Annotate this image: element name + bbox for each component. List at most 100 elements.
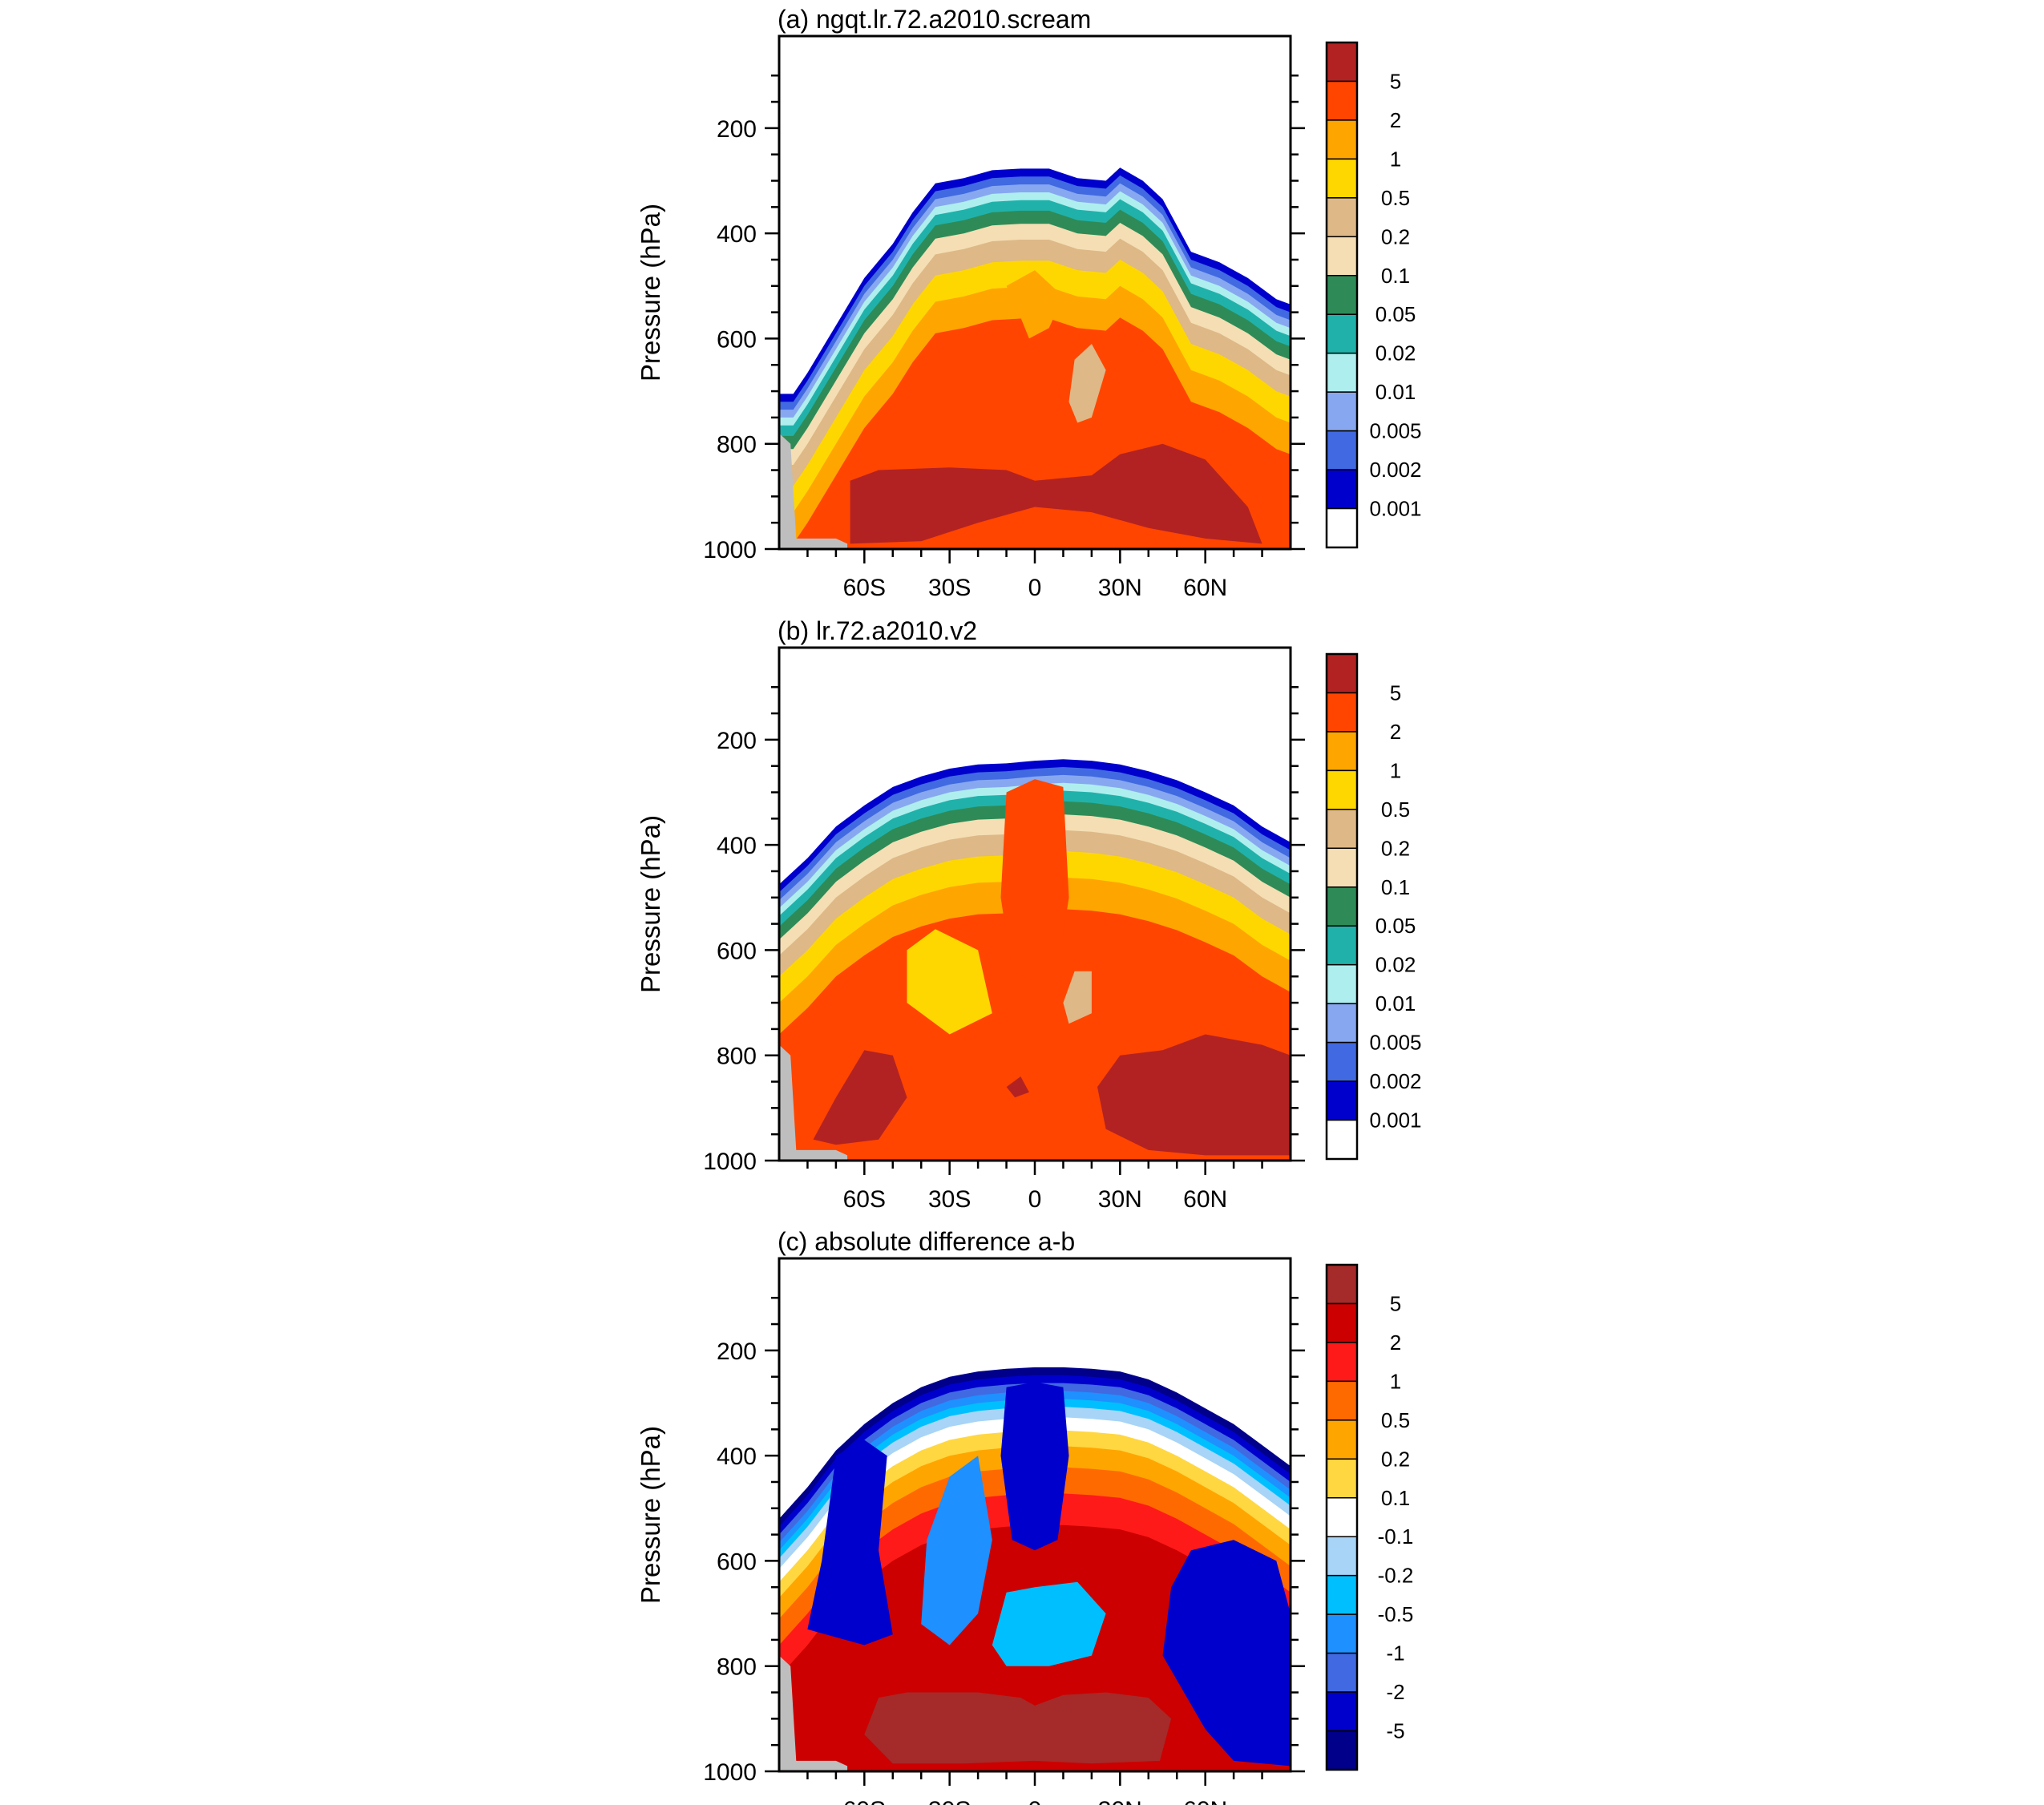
colorbar-swatch xyxy=(1326,1419,1358,1460)
colorbar-swatch xyxy=(1326,1497,1358,1537)
x-tick-label: 0 xyxy=(1028,1186,1042,1213)
colorbar-label: 0.5 xyxy=(1381,186,1410,210)
colorbar-label: 1 xyxy=(1390,758,1401,782)
colorbar-swatch xyxy=(1326,1119,1358,1160)
colorbar-swatch xyxy=(1326,1342,1358,1383)
colorbar-swatch xyxy=(1326,42,1358,83)
y-tick-label: 1000 xyxy=(703,1759,757,1786)
colorbar-label: 0.01 xyxy=(1375,991,1416,1016)
colorbar-label: -0.1 xyxy=(1378,1524,1414,1549)
y-axis-label: Pressure (hPa) xyxy=(636,815,665,993)
contour-region xyxy=(1006,270,1064,339)
colorbar-label: 0.5 xyxy=(1381,1408,1410,1432)
colorbar-label: 0.002 xyxy=(1369,458,1421,482)
colorbar-swatch xyxy=(1326,507,1358,548)
x-tick-label: 60N xyxy=(1183,1797,1227,1805)
y-tick-label: 1000 xyxy=(703,1149,757,1175)
contour-region xyxy=(1162,1540,1291,1767)
x-tick-label: 30N xyxy=(1098,575,1142,601)
colorbar-frame xyxy=(1325,1263,1359,1771)
panel-title: (a) ngqt.lr.72.a2010.scream xyxy=(778,5,1091,34)
x-tick-label: 0 xyxy=(1028,575,1042,601)
y-tick-label: 600 xyxy=(717,938,757,964)
colorbar-label: 5 xyxy=(1390,680,1401,705)
colorbar-label: 5 xyxy=(1390,69,1401,93)
colorbar-label: 0.5 xyxy=(1381,798,1410,822)
colorbar-label: 0.005 xyxy=(1369,1031,1421,1055)
colorbar-label: 5 xyxy=(1390,1291,1401,1315)
colorbar-swatch xyxy=(1326,653,1358,694)
plot-area xyxy=(779,1367,1291,1771)
colorbar-swatch xyxy=(1326,1380,1358,1421)
colorbar-swatch xyxy=(1326,692,1358,733)
colorbar-swatch xyxy=(1326,1574,1358,1615)
colorbar-swatch xyxy=(1326,847,1358,888)
colorbar-label: 0.2 xyxy=(1381,1447,1410,1471)
colorbar-label: 0.05 xyxy=(1375,302,1416,326)
y-tick-label: 400 xyxy=(717,221,757,248)
colorbar-swatch xyxy=(1326,352,1358,393)
colorbar-label: 0.005 xyxy=(1369,419,1421,443)
colorbar-swatch xyxy=(1326,1613,1358,1654)
x-tick-label: 30S xyxy=(928,1186,971,1213)
colorbar-swatch xyxy=(1326,809,1358,850)
contour-region xyxy=(1097,1034,1291,1156)
x-tick-label: 30N xyxy=(1098,1186,1142,1213)
x-tick-label: 60S xyxy=(843,575,886,601)
colorbar-label: 2 xyxy=(1390,1331,1401,1355)
topography-mask xyxy=(779,433,848,549)
colorbar-swatch xyxy=(1326,158,1358,199)
colorbar-frame xyxy=(1325,652,1359,1161)
colorbar-label: 0.002 xyxy=(1369,1069,1421,1093)
colorbar-label: 0.1 xyxy=(1381,875,1410,899)
y-tick-label: 200 xyxy=(717,728,757,754)
colorbar-swatch xyxy=(1326,1691,1358,1732)
colorbar: 5 2 1 0.5 0.2 0.1 0.05 0.02 0.01 0.005 0.002 0.001 xyxy=(1325,652,1422,1161)
contour-region xyxy=(1000,1382,1069,1551)
colorbar-label: 0.1 xyxy=(1381,264,1410,288)
colorbar-swatch xyxy=(1326,119,1358,160)
x-tick-label: 60N xyxy=(1183,1186,1227,1213)
colorbar-label: 0.001 xyxy=(1369,497,1421,521)
y-tick-label: 200 xyxy=(717,116,757,143)
y-tick-label: 200 xyxy=(717,1339,757,1365)
panel-2: 200 400 600 800 1000 60S 30S 0 30N 60N (b) lr.72.a… xyxy=(636,616,1422,1213)
panel-3: 200 400 600 800 1000 60S 30S 0 30N 60N (c) absolut… xyxy=(636,1227,1413,1805)
x-tick-label: 30N xyxy=(1098,1797,1142,1805)
colorbar-swatch xyxy=(1326,197,1358,238)
y-tick-label: 800 xyxy=(717,1044,757,1070)
colorbar-frame xyxy=(1325,41,1359,549)
y-tick-label: 400 xyxy=(717,833,757,859)
colorbar-label: -1 xyxy=(1386,1641,1404,1666)
colorbar-swatch xyxy=(1326,731,1358,772)
colorbar-swatch xyxy=(1326,1730,1358,1771)
colorbar-label: 0.2 xyxy=(1381,224,1410,248)
colorbar-label: 1 xyxy=(1390,1369,1401,1393)
colorbar-label: 2 xyxy=(1390,720,1401,744)
colorbar-swatch xyxy=(1326,80,1358,121)
contour-region xyxy=(1068,344,1106,423)
contour-region xyxy=(1006,1076,1029,1098)
colorbar-label: -0.2 xyxy=(1378,1564,1414,1588)
topography-mask xyxy=(779,1655,848,1771)
x-tick-label: 60N xyxy=(1183,575,1227,601)
colorbar-swatch xyxy=(1326,1264,1358,1305)
colorbar-swatch xyxy=(1326,430,1358,470)
colorbar-label: -2 xyxy=(1386,1680,1404,1704)
colorbar-swatch xyxy=(1326,313,1358,354)
contour-region xyxy=(992,1581,1106,1666)
panel-title: (c) absolute difference a-b xyxy=(778,1227,1075,1256)
contour-region xyxy=(1000,779,1069,982)
y-tick-label: 800 xyxy=(717,1654,757,1681)
colorbar: 5 2 1 0.5 0.2 0.1 0.05 0.02 0.01 0.005 0.002 0.001 xyxy=(1325,41,1422,549)
colorbar-label: 0.02 xyxy=(1375,341,1416,365)
colorbar-swatch xyxy=(1326,1080,1358,1121)
colorbar-swatch xyxy=(1326,1536,1358,1577)
x-tick-label: 0 xyxy=(1028,1797,1042,1805)
colorbar-swatch xyxy=(1326,925,1358,966)
y-tick-label: 800 xyxy=(717,432,757,458)
contour-region xyxy=(921,1456,992,1645)
contour-region xyxy=(1063,971,1092,1024)
y-tick-label: 400 xyxy=(717,1444,757,1470)
